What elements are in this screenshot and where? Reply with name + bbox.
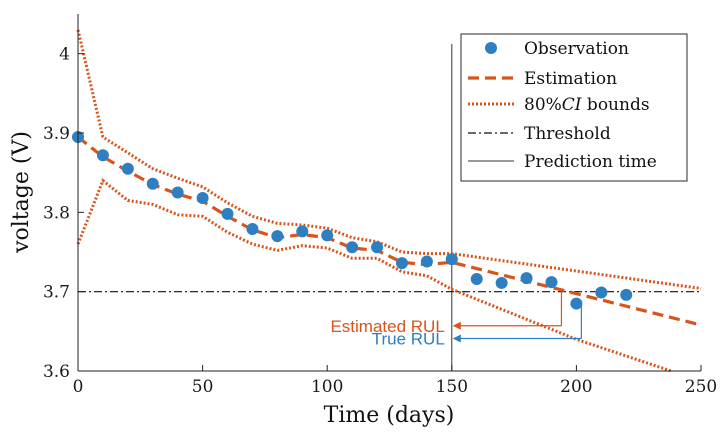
observation-point <box>470 272 483 285</box>
true-rul-arrow-head <box>452 334 461 343</box>
true-rul-label: True RUL <box>372 329 445 348</box>
y-tick-label: 3.6 <box>43 362 70 382</box>
observation-point <box>395 257 408 270</box>
legend: Observation Estimation 80%CI bounds Thre… <box>460 33 688 182</box>
observation-point <box>296 225 309 238</box>
observation-point <box>620 288 633 301</box>
legend-estimation-label: Estimation <box>524 69 617 89</box>
estimated-rul-label: Estimated RUL <box>330 317 444 336</box>
observation-point <box>420 255 433 268</box>
observation-point <box>146 177 159 190</box>
legend-observation-marker <box>485 42 497 54</box>
y-tick-label: 3.9 <box>43 124 70 144</box>
x-tick-label: 200 <box>560 377 592 397</box>
observation-point <box>271 230 284 243</box>
legend-ci-pct: 80% <box>524 95 562 115</box>
observation-point <box>371 241 384 254</box>
x-tick-label: 100 <box>311 377 343 397</box>
legend-box <box>460 33 688 182</box>
axes-layer: 0 50 100 150 200 250 3.6 3.7 3.8 3.9 4 <box>43 14 717 397</box>
observation-point <box>96 149 109 162</box>
x-tick-label: 150 <box>436 377 468 397</box>
y-tick-label: 4 <box>59 45 70 65</box>
y-tick-label: 3.8 <box>43 203 70 223</box>
ci-lower-bound <box>76 178 672 373</box>
legend-threshold-label: Threshold <box>524 124 611 144</box>
observation-point <box>595 286 608 299</box>
y-axis-label: voltage (V) <box>9 131 34 254</box>
observation-point <box>545 276 558 289</box>
legend-prediction-label: Prediction time <box>524 152 657 172</box>
series-layer <box>72 29 702 373</box>
observation-point <box>221 207 234 220</box>
ci-upper-bound <box>76 29 702 290</box>
observation-point <box>196 192 209 205</box>
x-tick-label: 250 <box>685 377 717 397</box>
x-tick-label: 50 <box>192 377 214 397</box>
observation-point <box>246 222 259 235</box>
estimated-rul-arrow-head <box>452 321 461 330</box>
legend-observation-label: Observation <box>524 39 629 59</box>
observation-point <box>321 229 334 242</box>
observation-point <box>121 162 134 175</box>
y-tick-label: 3.7 <box>43 283 70 303</box>
observation-point <box>346 241 359 254</box>
x-tick-label: 0 <box>73 377 84 397</box>
legend-ci-rest: bounds <box>582 95 650 115</box>
observation-point <box>495 276 508 289</box>
observation-point <box>520 272 533 285</box>
observation-point <box>570 297 583 310</box>
x-axis-label: Time (days) <box>324 403 455 428</box>
legend-ci-label: 80%CI bounds <box>524 95 650 115</box>
observation-point <box>171 186 184 199</box>
observation-point <box>445 253 458 266</box>
legend-ci-symbol: CI <box>562 95 582 115</box>
